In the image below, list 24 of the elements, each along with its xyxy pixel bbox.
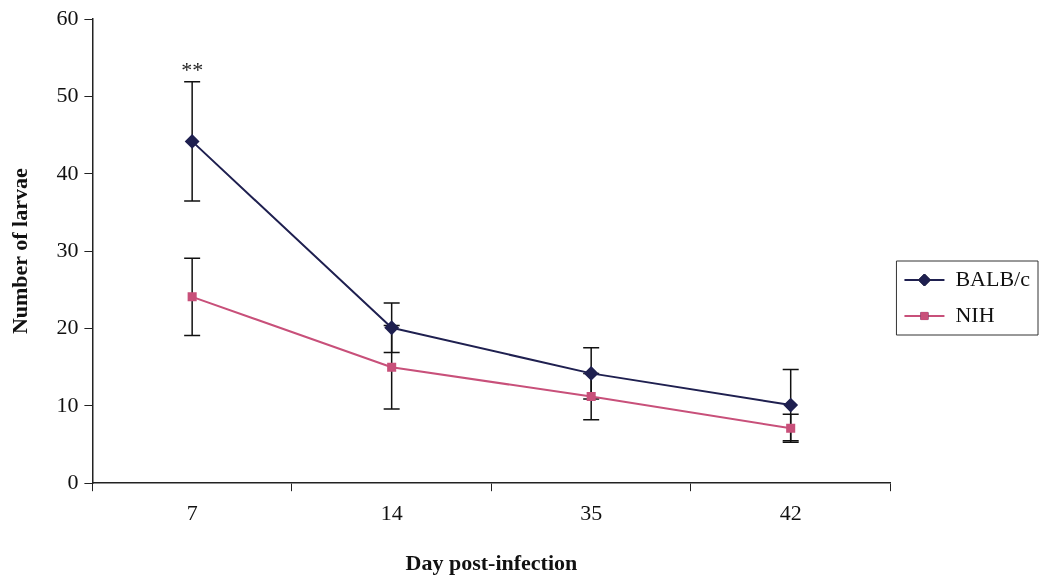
x-tick-label: 42 <box>779 500 802 526</box>
point <box>185 134 200 149</box>
point <box>584 366 599 381</box>
point <box>387 362 397 372</box>
y-tick-label: 60 <box>56 4 79 30</box>
point <box>586 392 596 402</box>
y-tick-label: 0 <box>67 468 79 494</box>
y-tick-label: 10 <box>56 391 79 417</box>
y-tick-label: 20 <box>56 314 79 340</box>
point <box>783 398 798 413</box>
legend-label: NIH <box>955 301 995 327</box>
x-axis-title: Day post-infection <box>405 550 578 576</box>
point <box>786 423 796 433</box>
point <box>384 320 399 335</box>
x-tick-label: 7 <box>186 500 198 526</box>
annotation: ** <box>181 56 204 82</box>
y-axis-title: Number of larvae <box>6 168 32 335</box>
point <box>187 292 197 302</box>
x-tick-label: 14 <box>380 500 403 526</box>
y-tick-label: 30 <box>56 236 79 262</box>
legend-label: BALB/c <box>955 265 1031 291</box>
x-tick-label: 35 <box>580 500 603 526</box>
y-tick-label: 50 <box>56 82 79 108</box>
y-tick-label: 40 <box>56 159 79 185</box>
